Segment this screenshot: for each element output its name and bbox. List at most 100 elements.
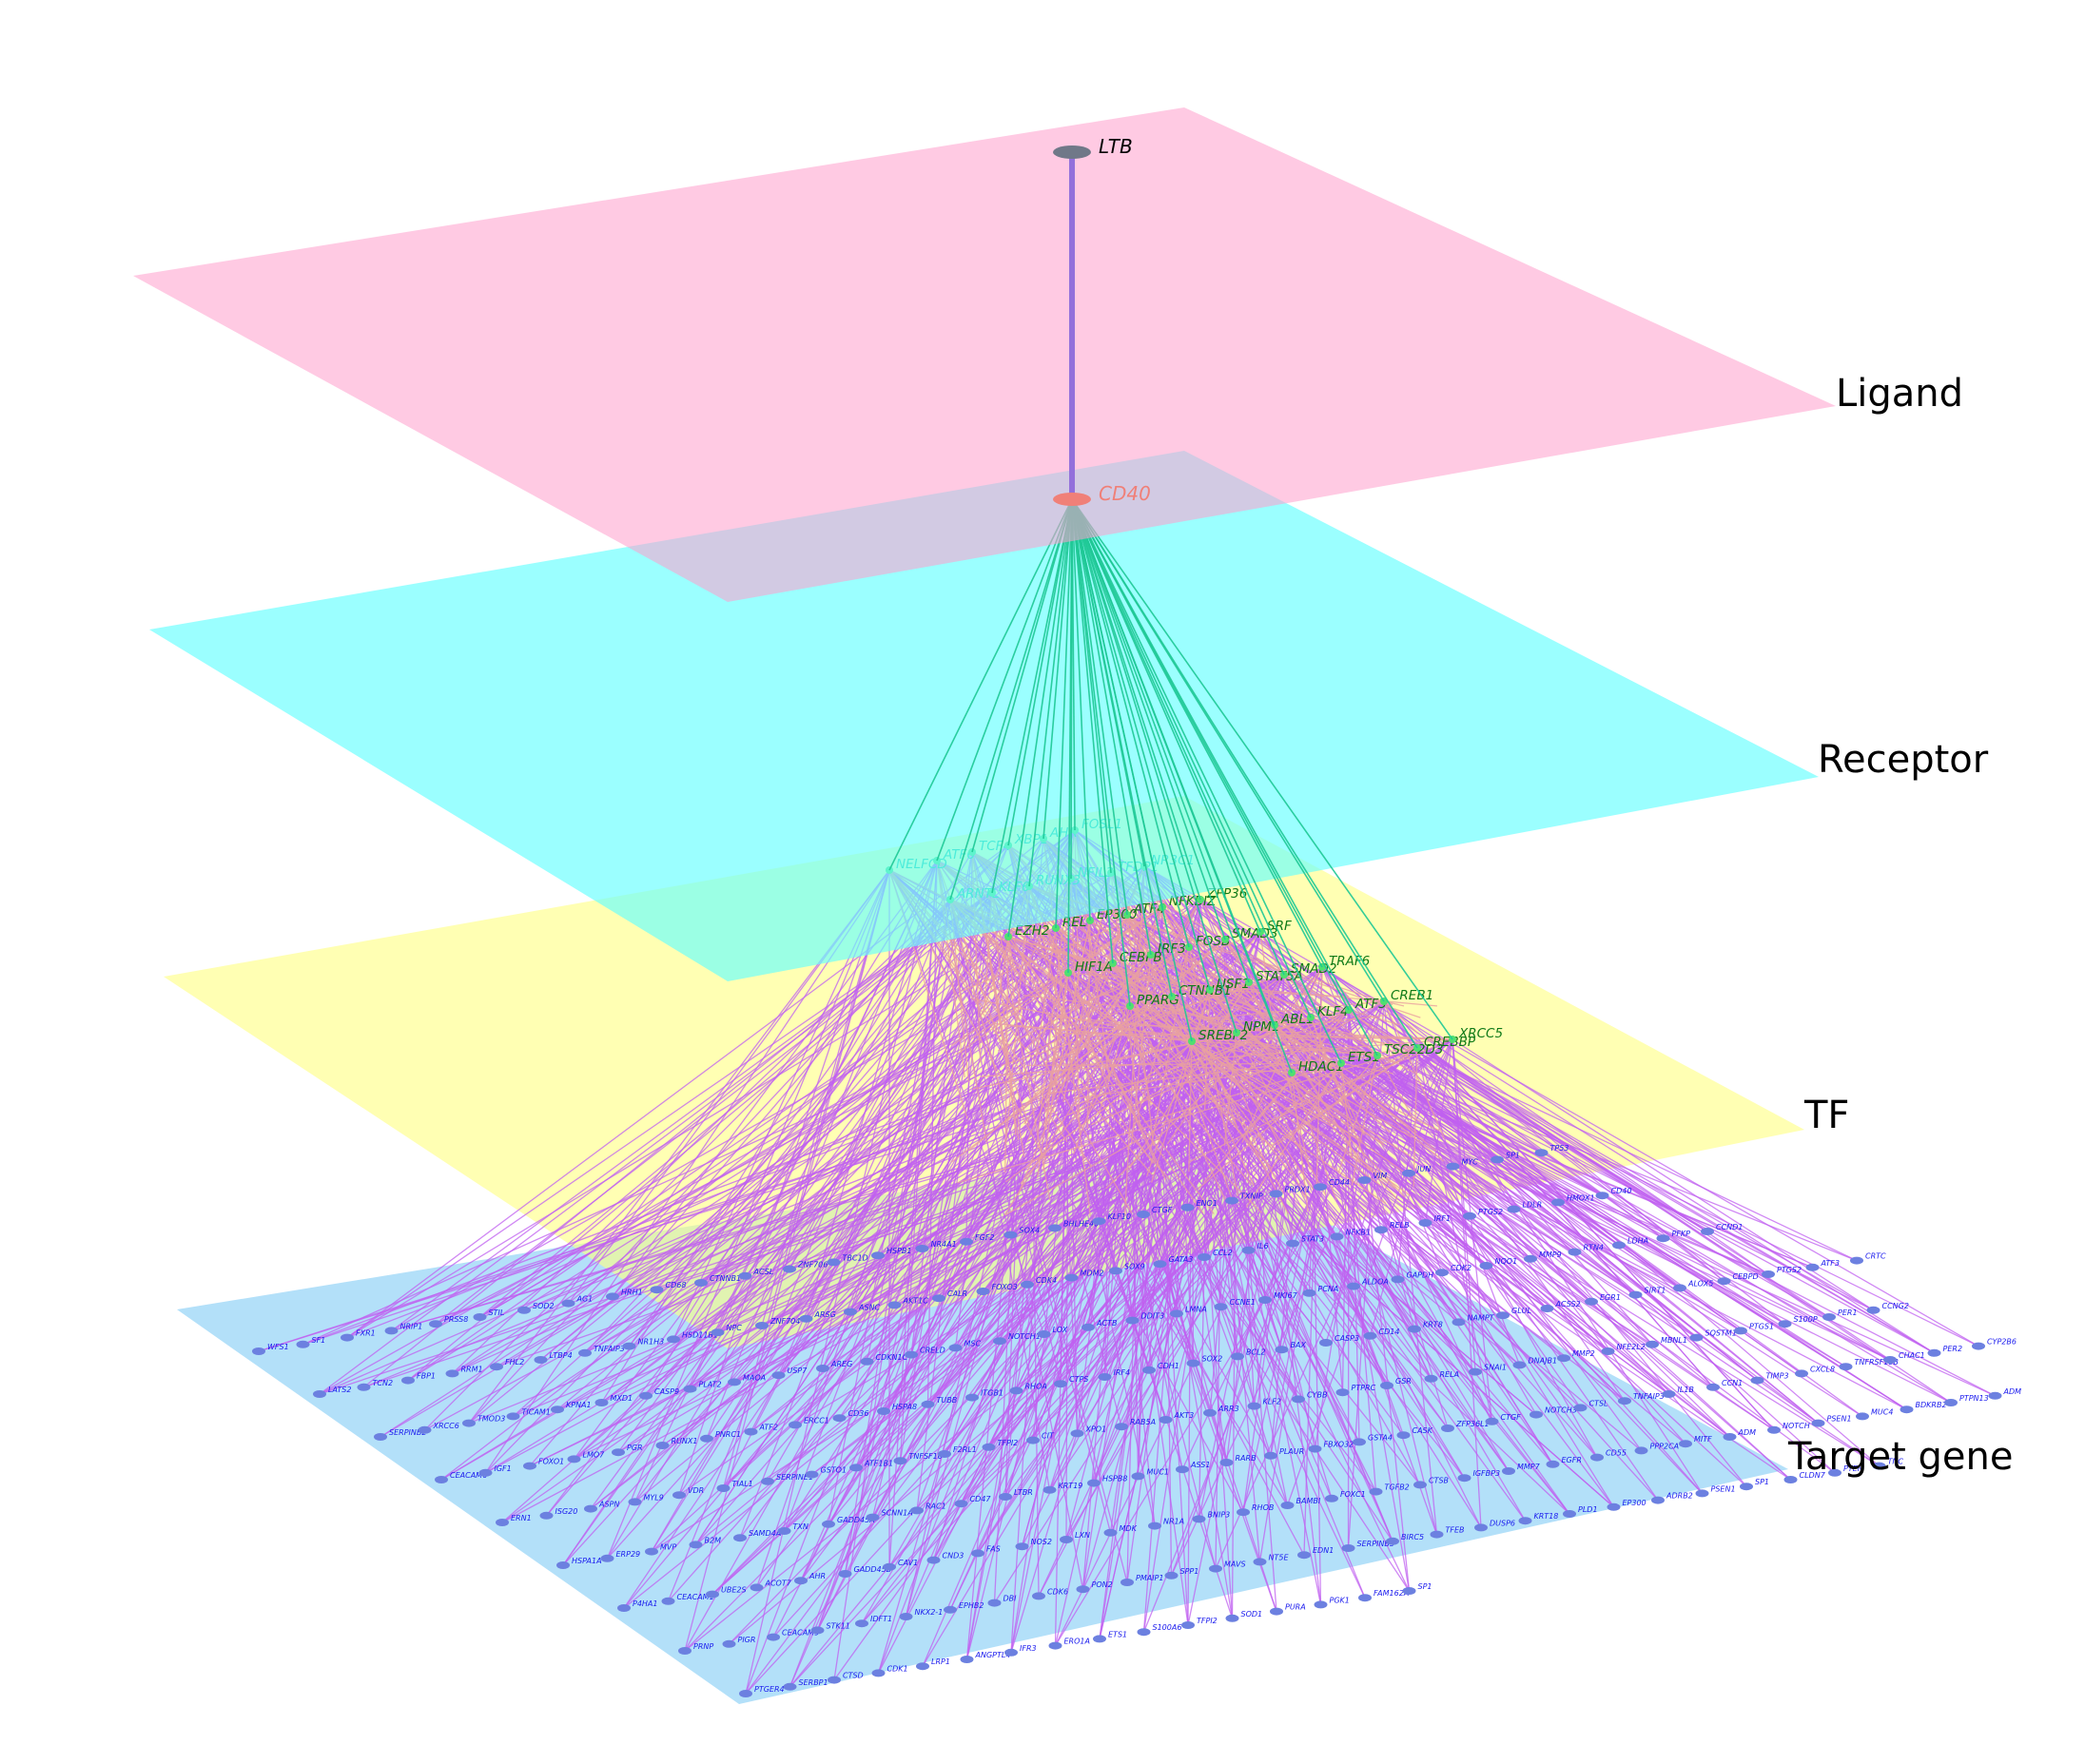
target-gene-label: HMOX1 xyxy=(1567,1193,1595,1202)
target-gene-label: SCNN1A xyxy=(882,1509,913,1518)
tf-target-edge xyxy=(1215,1038,1453,1569)
receptor-plane xyxy=(149,451,1819,981)
target-gene-node xyxy=(794,1577,808,1585)
tf-target-edge xyxy=(1348,1009,1880,1467)
tf-target-edge xyxy=(789,1055,1378,1688)
target-gene-label: PLAUR xyxy=(1279,1447,1304,1456)
target-gene-node xyxy=(1137,1211,1150,1218)
target-gene-label: SNAI1 xyxy=(1484,1364,1507,1372)
target-gene-node xyxy=(1518,1517,1532,1525)
target-gene-node xyxy=(1087,1479,1101,1487)
tf-target-edge xyxy=(800,972,1069,1581)
target-gene-node xyxy=(1695,1489,1709,1498)
target-gene-node xyxy=(1048,1641,1062,1650)
tf-target-edge xyxy=(1054,972,1069,1646)
target-gene-label: NRIP1 xyxy=(400,1322,423,1330)
target-gene-label: CYBB xyxy=(1307,1390,1327,1399)
target-gene-node xyxy=(1485,1417,1499,1425)
tf-target-edge xyxy=(1142,899,1201,1633)
target-gene-label: S100P xyxy=(1794,1315,1818,1324)
target-gene-node xyxy=(1573,1404,1588,1412)
target-gene-node xyxy=(523,1462,536,1470)
tf-target-edge xyxy=(816,1005,1131,1631)
tf-target-edge xyxy=(1004,885,1030,1498)
tf-target-edge xyxy=(899,860,938,1462)
target-gene-label: ACSL xyxy=(753,1268,774,1276)
target-gene-label: SOD1 xyxy=(1241,1610,1263,1619)
target-gene-label: FBXO32 xyxy=(1324,1441,1354,1449)
target-gene-node xyxy=(1618,1397,1631,1405)
target-gene-label: SOX2 xyxy=(1202,1355,1223,1364)
tf-target-edge xyxy=(1171,996,1730,1438)
tf-tf-edge xyxy=(1348,1009,1409,1057)
target-gene-label: FHL2 xyxy=(505,1358,524,1367)
receptor-tf-edge xyxy=(1071,498,1193,1042)
target-gene-node xyxy=(805,1470,819,1479)
target-gene-node xyxy=(1783,1476,1798,1483)
tf-tf-edge xyxy=(1348,1009,1401,1026)
target-gene-node xyxy=(1032,1592,1045,1600)
target-gene-label: SQSTM1 xyxy=(1705,1329,1737,1338)
tf-target-edge xyxy=(949,899,1084,1590)
target-gene-label: PRSS8 xyxy=(444,1315,468,1324)
tf-tf-edge xyxy=(1126,914,1256,1187)
target-gene-label: ERN1 xyxy=(511,1514,532,1522)
tf-tf-edge xyxy=(1126,914,1361,1139)
target-gene-label: CASP3 xyxy=(1335,1334,1359,1343)
tf-tf-edge xyxy=(1203,1009,1350,1183)
target-gene-node xyxy=(855,1619,868,1628)
target-gene-node xyxy=(789,1421,802,1429)
tf-tf-edge xyxy=(996,936,1009,1012)
target-gene-label: FAS xyxy=(986,1544,1001,1553)
target-gene-node xyxy=(1176,1465,1189,1474)
target-gene-label: RUNX1 xyxy=(672,1437,698,1445)
receptor-tf-edge xyxy=(971,498,1073,853)
receptor-tf-edge xyxy=(1071,498,1312,1018)
tf-target-edge xyxy=(1291,1072,1880,1467)
target-gene-node xyxy=(1734,1327,1747,1335)
target-gene-label: CDK1 xyxy=(887,1664,908,1673)
target-gene-node xyxy=(1452,1318,1466,1327)
target-gene-node xyxy=(1634,1446,1648,1455)
target-gene-label: EGFR xyxy=(1562,1456,1582,1464)
target-gene-node xyxy=(832,1414,847,1423)
target-gene-label: KLF2 xyxy=(1263,1398,1281,1406)
target-gene-node xyxy=(1319,1339,1333,1347)
target-gene-label: STK11 xyxy=(827,1621,850,1630)
target-gene-node xyxy=(1795,1369,1808,1378)
tf-target-edge xyxy=(1150,954,1189,1626)
receptor-tf-edge xyxy=(1071,498,1250,983)
tf-target-edge xyxy=(922,1040,1193,1667)
tf-tf-edge xyxy=(1188,946,1239,1197)
target-gene-node xyxy=(1214,1303,1228,1311)
target-gene-label: TFPI2 xyxy=(1197,1617,1218,1625)
tf-tf-edge xyxy=(1126,914,1285,1194)
target-gene-node xyxy=(1237,1508,1250,1517)
tf-target-edge xyxy=(628,892,993,1347)
tf-target-edge xyxy=(722,869,890,1489)
tf-target-edge xyxy=(1099,1040,1193,1639)
target-gene-node xyxy=(1856,1412,1869,1421)
target-gene-label: MDK xyxy=(1120,1524,1138,1533)
target-gene-node xyxy=(1662,1390,1676,1398)
tf-target-edge xyxy=(1067,972,1277,1612)
tf-target-edge xyxy=(1081,1032,1237,1590)
layer-label-receptor: Receptor xyxy=(1818,738,1989,782)
target-gene-label: IRF1 xyxy=(1434,1214,1452,1223)
target-gene-label: P4HA1 xyxy=(633,1599,658,1608)
target-gene-label: SOX4 xyxy=(1020,1227,1041,1235)
target-gene-node xyxy=(948,1344,963,1352)
target-gene-label: ALOX5 xyxy=(1687,1279,1713,1288)
target-gene-node xyxy=(711,1328,725,1337)
target-gene-label: HSPB1 xyxy=(887,1247,912,1255)
tf-target-edge xyxy=(833,899,951,1680)
target-gene-label: CDKN1C xyxy=(876,1353,908,1362)
tf-label: EZH2 xyxy=(1015,923,1050,939)
tf-target-edge xyxy=(684,972,1069,1652)
target-gene-label: AKT1C xyxy=(903,1296,929,1305)
receptor-layer xyxy=(149,451,1819,981)
target-gene-label: ACSS2 xyxy=(1555,1300,1581,1308)
target-gene-node xyxy=(960,1656,974,1663)
target-gene-node xyxy=(1418,1219,1432,1227)
target-gene-node xyxy=(739,1690,752,1697)
